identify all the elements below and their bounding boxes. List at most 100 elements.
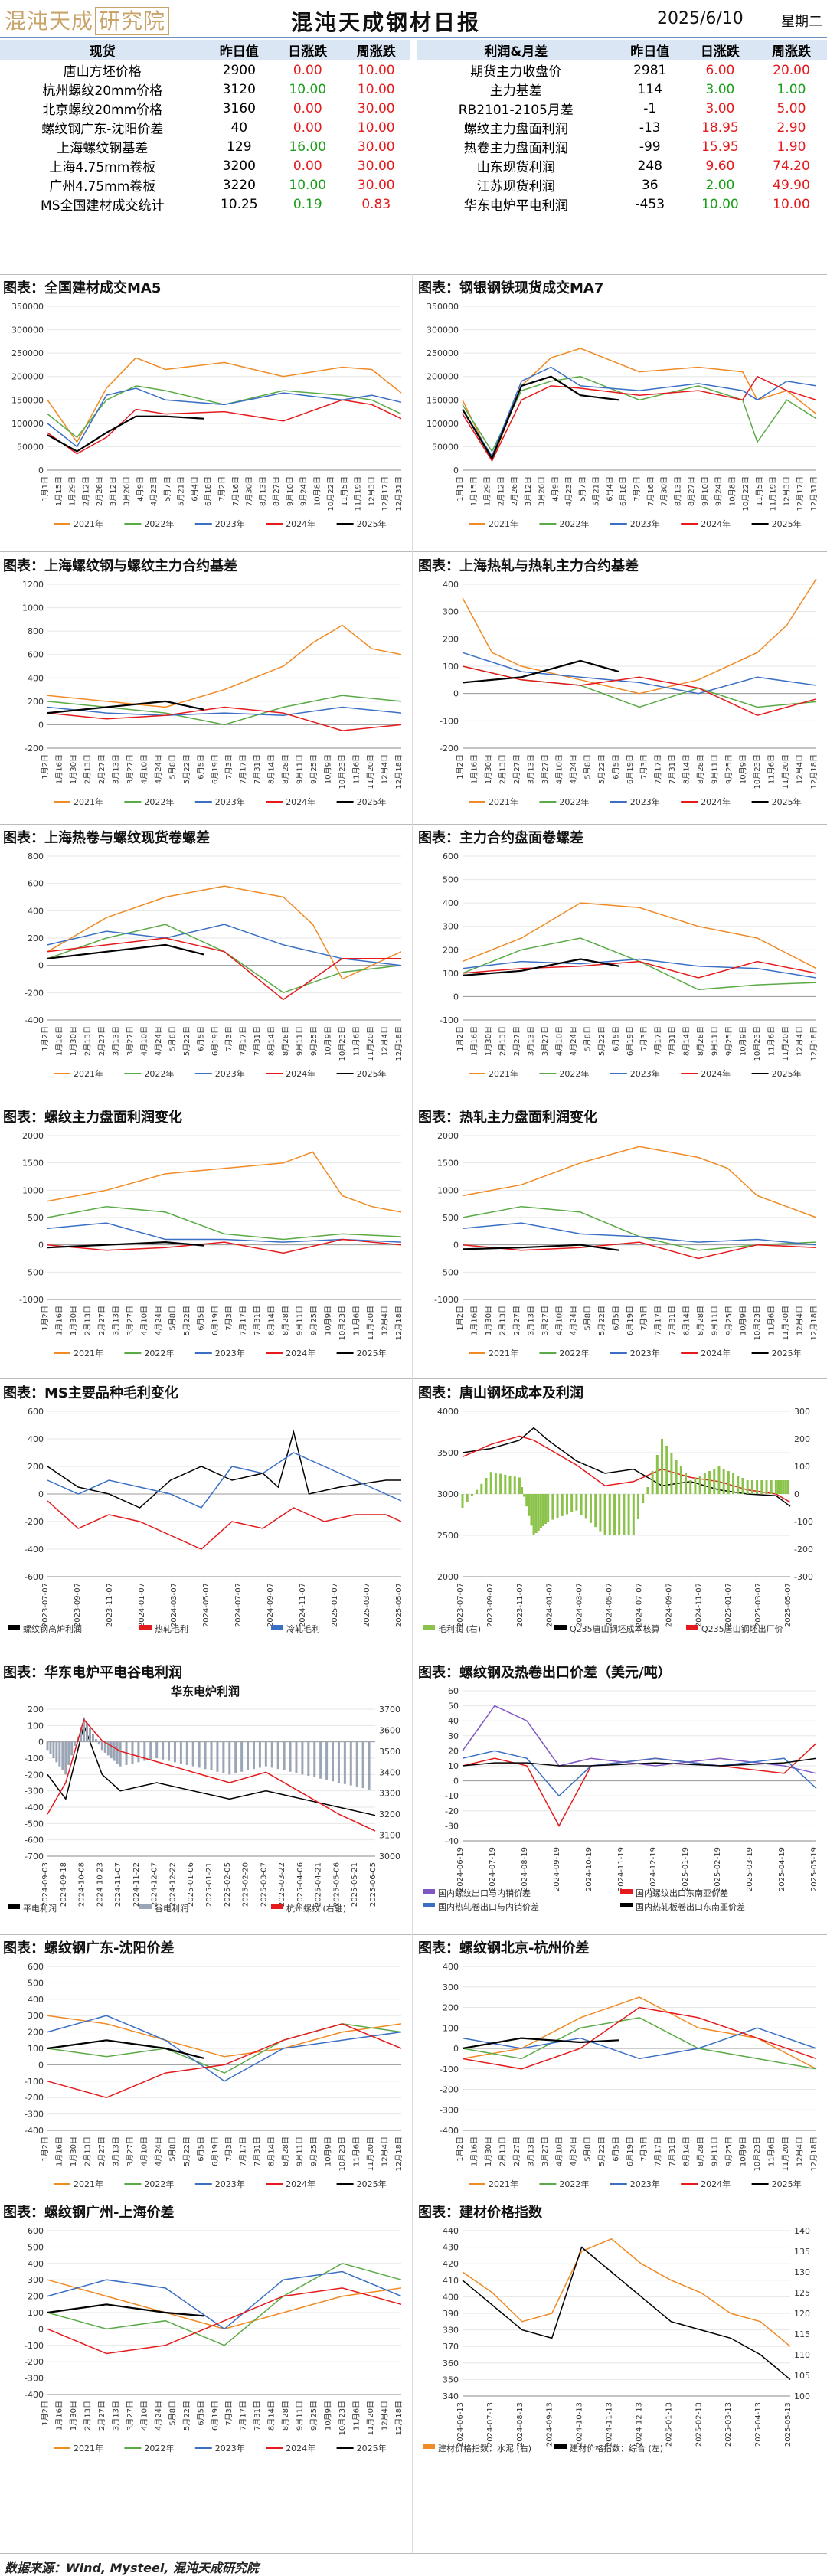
chart-panel: 图表：华东电炉平电谷电利润 华东电炉利润 -700 -600 -500 -400 -300 -…	[0, 1662, 410, 1924]
x-tick-label: 5月7日	[578, 476, 587, 502]
x-tick-label: 1月16日	[54, 2401, 64, 2431]
chart-panel: 图表：螺纹钢广州-上海价差 -400 -300 -200 -100 0 100 200 300 4…	[0, 2202, 410, 2463]
x-tick-label: 2024-11-13	[606, 2402, 614, 2447]
y-tick-label: 400	[443, 580, 459, 590]
x-tick-label: 3月27日	[126, 2401, 135, 2431]
x-tick-label: 10月23日	[338, 1026, 347, 1061]
legend-label: 2022年	[559, 518, 589, 529]
series-line	[462, 2027, 817, 2060]
x-tick-label: 2025-05-06	[332, 1862, 341, 1907]
bar-mark	[58, 1741, 61, 1767]
x-tick-label: 2025-05-21	[351, 1862, 359, 1907]
table-cell: 15.95	[701, 139, 739, 155]
table-cell: 1.00	[776, 81, 806, 97]
x-tick-label: 2025-03-07	[754, 1583, 763, 1627]
x-tick-label: 2024-11-07	[299, 1583, 307, 1627]
y-tick-label: 400	[443, 898, 459, 908]
x-tick-label: 5月8日	[168, 1026, 177, 1051]
x-tick-label: 6月19日	[211, 2136, 220, 2166]
bar-mark	[655, 1455, 659, 1494]
legend-label: 2022年	[559, 2179, 589, 2189]
x-tick-label: 7月17日	[239, 2136, 248, 2166]
y-tick-label: 430	[443, 2243, 459, 2253]
x-tick-label: 7月16日	[231, 476, 240, 506]
series-line	[47, 1452, 402, 1509]
x-tick-label: 5月22日	[597, 1026, 606, 1056]
bar-mark	[727, 1471, 730, 1494]
table-cell: -13	[639, 119, 661, 136]
x-tick-label: 2月26日	[95, 476, 104, 506]
x-tick-label: 1月30日	[484, 2136, 493, 2166]
x-tick-label: 6月5日	[611, 1306, 620, 1331]
x-tick-label: 1月30日	[69, 2401, 78, 2431]
table-cell: 10.00	[289, 81, 327, 97]
x-tick-label: 2024-09-19	[553, 1847, 561, 1891]
bar-mark	[760, 1480, 763, 1494]
x-tick-label: 5月22日	[182, 2136, 191, 2166]
x-tick-label: 8月14日	[267, 2136, 276, 2166]
legend-label: 国内热轧板卷出口东南亚价差	[636, 1901, 745, 1912]
x-tick-label: 2月27日	[97, 1306, 106, 1335]
x-tick-label: 8月28日	[281, 1026, 290, 1056]
bar-mark	[627, 1494, 630, 1535]
y-tick-label: -400	[25, 1545, 44, 1554]
table-cell: 1.90	[776, 139, 806, 155]
x-tick-label: 9月11日	[711, 754, 720, 784]
x-tick-label: 2月26日	[510, 476, 519, 506]
bar-mark	[83, 1717, 86, 1742]
x-tick-label: 9月25日	[309, 754, 319, 784]
row-label: 唐山方坯价格	[63, 64, 142, 80]
x-tick-label: 12月4日	[796, 1306, 805, 1335]
y-tick-label: 200	[28, 2028, 44, 2038]
x-tick-label: 7月17日	[654, 1026, 663, 1056]
y-tick-label: 380	[443, 2326, 459, 2336]
x-tick-label: 2024-01-07	[546, 1583, 554, 1627]
x-tick-label: 1月30日	[484, 1306, 493, 1335]
x-tick-label: 2024-09-18	[60, 1862, 68, 1907]
bar-mark	[368, 1741, 371, 1790]
x-tick-label: 8月28日	[696, 1306, 705, 1335]
x-tick-label: 2月27日	[512, 2136, 521, 2166]
x-tick-label: 6月19日	[211, 1306, 220, 1335]
legend-label: 2023年	[630, 1068, 660, 1079]
legend-label: 2021年	[489, 1068, 518, 1079]
y-tick-label: -300	[25, 1787, 44, 1796]
y-tick-label: 100	[443, 662, 459, 672]
x-tick-label: 3月27日	[126, 754, 135, 784]
bar-mark	[485, 1478, 488, 1494]
bar-mark	[337, 1741, 340, 1783]
y-tick-label: 500	[443, 875, 459, 885]
x-tick-label: 9月11日	[296, 1026, 305, 1056]
x-tick-label: 6月5日	[196, 2401, 205, 2426]
bar-mark	[547, 1494, 550, 1522]
y-tick-label: 200	[28, 697, 44, 707]
legend-label: 国内螺纹出口东南亚价差	[636, 1888, 728, 1898]
bar-mark	[301, 1741, 304, 1775]
legend-label: 2024年	[701, 796, 731, 807]
legend-label: 2024年	[286, 518, 315, 529]
table-cell: 3160	[222, 100, 256, 116]
x-tick-label: 11月20日	[366, 2401, 375, 2435]
x-tick-label: 2025-01-19	[682, 1847, 690, 1891]
x-tick-label: 6月19日	[626, 1026, 635, 1056]
series-line	[47, 943, 204, 959]
legend-label: 2021年	[74, 2443, 103, 2453]
table-row: 主力基差 114 3.00 1.00	[417, 80, 827, 100]
x-tick-label: 1月30日	[69, 1026, 78, 1056]
y-tick-label: 370	[443, 2342, 459, 2352]
x-tick-label: 10月9日	[324, 1026, 333, 1056]
bar-mark	[561, 1494, 564, 1516]
legend-label: 冷轧毛利	[286, 1623, 320, 1634]
x-tick-label: 12月17日	[796, 476, 805, 511]
x-tick-label: 4月10日	[554, 754, 564, 784]
y-tick-label: 1500	[22, 1159, 44, 1169]
y-tick-label: 500	[443, 1213, 459, 1223]
bar-mark	[580, 1494, 583, 1515]
table-row: 广州4.75mm卷板 3220 10.00 30.00	[0, 175, 410, 195]
legend-label: 热轧毛利	[155, 1623, 188, 1634]
legend-label: 2024年	[701, 1068, 731, 1079]
y-tick-label: -200	[440, 744, 459, 754]
x-tick-label: 9月25日	[309, 1026, 319, 1056]
x-tick-label: 2025-02-20	[242, 1862, 250, 1907]
bar-mark	[521, 1487, 524, 1494]
